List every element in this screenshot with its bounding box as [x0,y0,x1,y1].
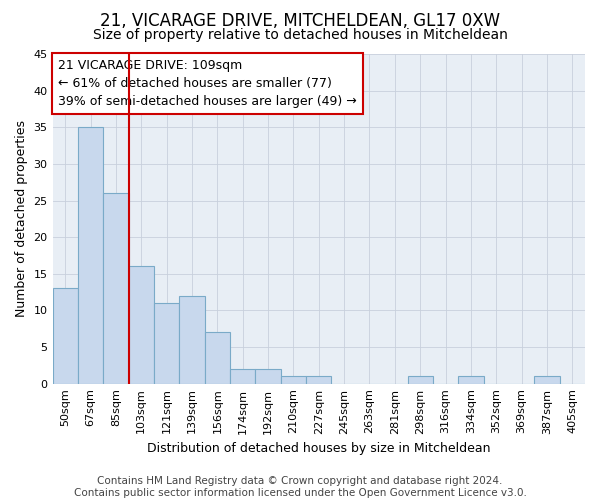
X-axis label: Distribution of detached houses by size in Mitcheldean: Distribution of detached houses by size … [147,442,491,455]
Text: Size of property relative to detached houses in Mitcheldean: Size of property relative to detached ho… [92,28,508,42]
Text: 21, VICARAGE DRIVE, MITCHELDEAN, GL17 0XW: 21, VICARAGE DRIVE, MITCHELDEAN, GL17 0X… [100,12,500,30]
Bar [458,376,484,384]
Bar [306,376,331,384]
Text: Contains HM Land Registry data © Crown copyright and database right 2024.
Contai: Contains HM Land Registry data © Crown c… [74,476,526,498]
Bar [103,193,128,384]
Bar [154,303,179,384]
Bar [534,376,560,384]
Y-axis label: Number of detached properties: Number of detached properties [15,120,28,318]
Bar [407,376,433,384]
Bar [53,288,78,384]
Bar [128,266,154,384]
Bar [256,369,281,384]
Bar [281,376,306,384]
Text: 21 VICARAGE DRIVE: 109sqm
← 61% of detached houses are smaller (77)
39% of semi-: 21 VICARAGE DRIVE: 109sqm ← 61% of detac… [58,59,356,108]
Bar [205,332,230,384]
Bar [78,128,103,384]
Bar [179,296,205,384]
Bar [230,369,256,384]
